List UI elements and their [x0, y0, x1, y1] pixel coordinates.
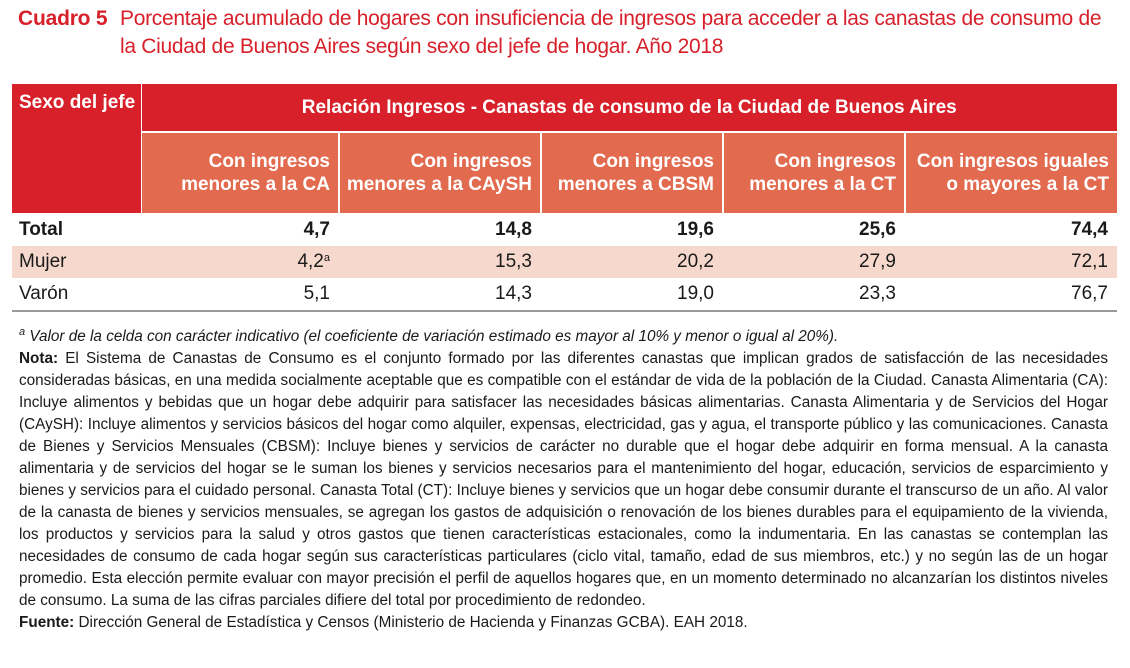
data-table: Sexo del jefe Relación Ingresos - Canast… [12, 84, 1117, 312]
table-cell: 76,7 [905, 278, 1117, 312]
table-cell: 25,6 [859, 218, 896, 240]
table-number: Cuadro 5 [18, 7, 108, 30]
table-cell: 14,3 [339, 278, 541, 312]
nota-label: Nota: [19, 350, 59, 367]
row-label: Mujer [12, 246, 141, 278]
fuente: Fuente: Dirección General de Estadística… [19, 612, 1108, 634]
table-cell: 27,9 [723, 246, 905, 278]
table-title: Cuadro 5 Porcentaje acumulado de hogares… [18, 5, 1118, 61]
table-row-mujer: Mujer 4,2a 15,3 20,2 27,9 72,1 [12, 246, 1117, 278]
footnote-a: a Valor de la celda con carácter indicat… [19, 326, 1108, 348]
footnote-a-text: Valor de la celda con carácter indicativ… [29, 328, 839, 345]
table-cell: 15,3 [339, 246, 541, 278]
table-cell: 74,4 [1071, 218, 1108, 240]
footnote-marker: a [323, 252, 330, 264]
cell-value: 4,2 [297, 251, 324, 272]
fuente-text: Dirección General de Estadística y Censo… [78, 614, 748, 631]
table-cell: 19,6 [677, 218, 714, 240]
table-cell: 4,7 [303, 218, 330, 240]
table-row-total: Total 4,7 14,8 19,6 25,6 74,4 [12, 213, 1117, 246]
column-header-ct: Con ingresos menores a la CT [723, 132, 906, 213]
fuente-label: Fuente: [19, 614, 75, 631]
notes-section: a Valor de la celda con carácter indicat… [19, 326, 1108, 634]
table-cell: 23,3 [723, 278, 905, 312]
title-text: Porcentaje acumulado de hogares con insu… [120, 7, 1102, 58]
column-header-caysh: Con ingresos menores a la CAySH [339, 132, 542, 213]
table-row-varon: Varón 5,1 14,3 19,0 23,3 76,7 [12, 278, 1117, 312]
table-cell-with-note: 4,2a [141, 246, 339, 278]
table-cell: 19,0 [541, 278, 723, 312]
table-cell: 20,2 [541, 246, 723, 278]
table-cell: 14,8 [495, 218, 532, 240]
column-header-ca: Con ingresos menores a la CA [141, 132, 340, 213]
table-cell: 72,1 [905, 246, 1117, 278]
column-header-cbsm: Con ingresos menores a CBSM [541, 132, 724, 213]
row-label: Varón [12, 278, 141, 312]
footnote-a-marker: a [19, 326, 26, 338]
row-header-sexo: Sexo del jefe [12, 84, 142, 213]
group-header: Relación Ingresos - Canastas de consumo … [141, 84, 1117, 133]
nota: Nota: El Sistema de Canastas de Consumo … [19, 348, 1108, 612]
table-cell: 5,1 [141, 278, 339, 312]
row-label: Total [19, 218, 63, 240]
nota-text: El Sistema de Canastas de Consumo es el … [19, 350, 1109, 609]
column-header-ct-or-more: Con ingresos iguales o mayores a la CT [905, 132, 1117, 213]
